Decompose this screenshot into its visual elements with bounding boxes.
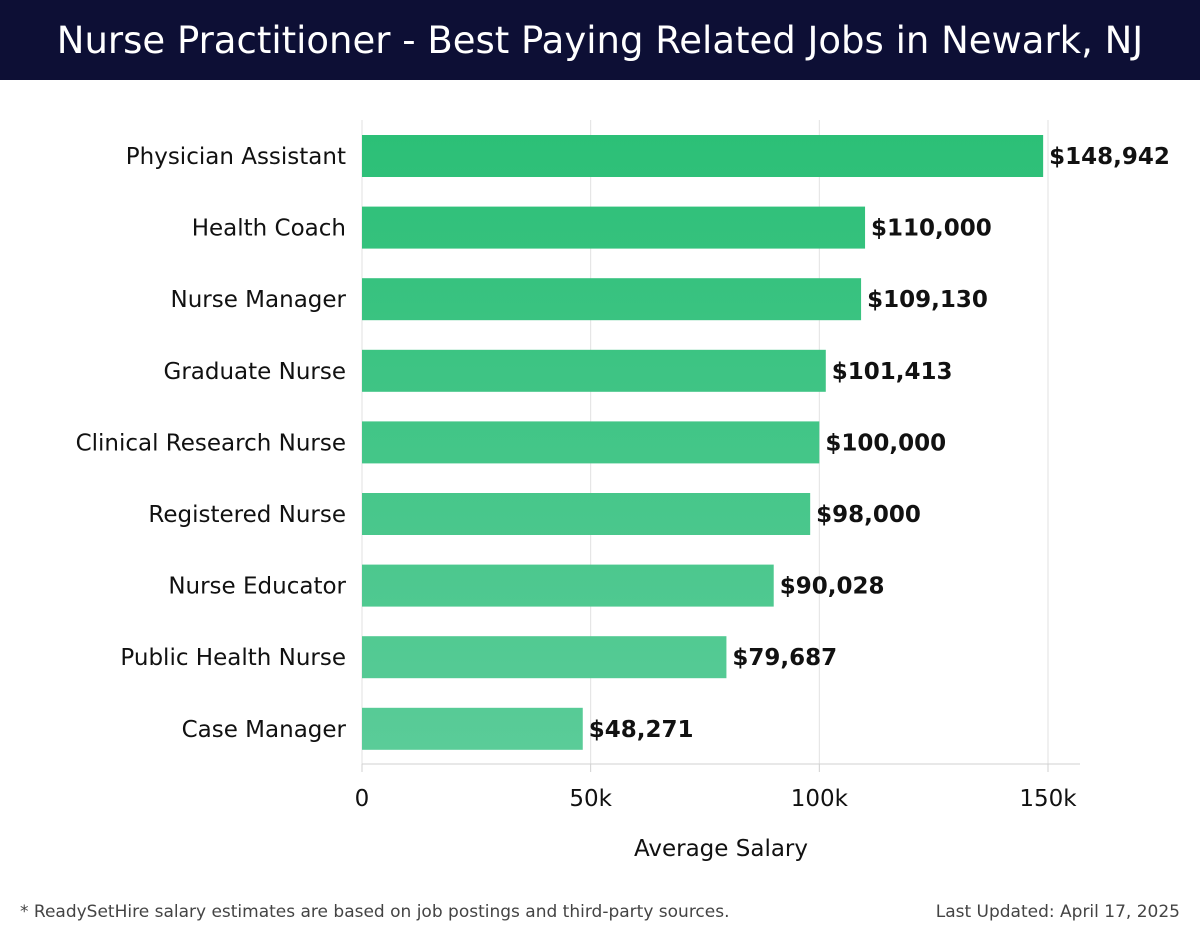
footnote: * ReadySetHire salary estimates are base… [20,902,730,922]
value-label: $110,000 [871,216,992,242]
bar [362,421,820,464]
value-label: $101,413 [832,359,953,385]
x-tick-label: 50k [569,786,612,812]
bar [362,493,811,535]
category-label: Clinical Research Nurse [76,430,346,456]
x-tick-label: 0 [355,786,370,812]
bar [362,206,866,249]
category-label: Case Manager [182,717,347,743]
bar [362,564,774,607]
category-label: Health Coach [192,216,346,242]
category-label: Graduate Nurse [164,359,347,385]
value-label: $98,000 [816,502,921,528]
bar [362,707,583,750]
bar [362,135,1044,177]
value-label: $90,028 [780,574,885,600]
bar [362,278,862,321]
value-label: $48,271 [589,717,694,743]
value-label: $109,130 [867,287,988,313]
category-label: Nurse Manager [171,287,347,313]
value-label: $79,687 [732,645,837,671]
category-label: Registered Nurse [148,502,346,528]
bar [362,636,727,679]
x-tick-label: 100k [791,786,849,812]
bar [362,349,826,392]
category-label: Physician Assistant [126,144,346,170]
category-label: Nurse Educator [168,574,346,600]
category-label: Public Health Nurse [120,645,346,671]
x-axis-title: Average Salary [634,836,808,862]
salary-bar-chart: 0 50k 100k 150k Average Salary Physician Assi… [76,120,1170,862]
chart-title: Nurse Practitioner - Best Paying Related… [56,18,1144,62]
x-tick-label: 150k [1019,786,1077,812]
last-updated: Last Updated: April 17, 2025 [935,902,1180,922]
header-bar: Nurse Practitioner - Best Paying Related… [0,0,1200,80]
value-label: $148,942 [1049,144,1170,170]
value-label: $100,000 [825,430,946,456]
